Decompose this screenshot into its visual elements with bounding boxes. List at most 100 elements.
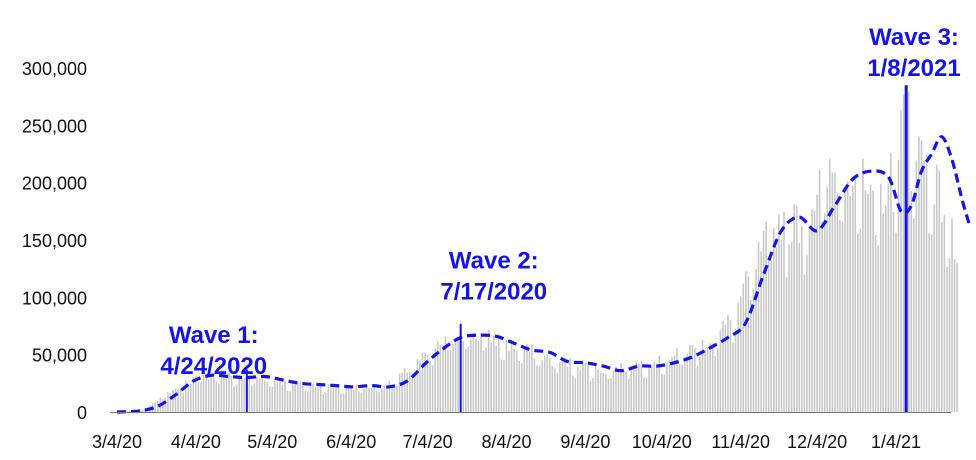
daily-bar: [930, 234, 933, 412]
daily-bar: [620, 362, 622, 412]
daily-bar: [750, 299, 752, 412]
daily-bar: [691, 344, 694, 412]
daily-bar: [526, 344, 528, 412]
daily-bar: [732, 342, 734, 412]
daily-bar: [599, 372, 602, 412]
daily-bar: [482, 350, 485, 412]
daily-bar: [307, 391, 309, 412]
daily-bar: [174, 388, 177, 412]
daily-bar: [177, 388, 179, 412]
daily-bar: [218, 383, 220, 412]
daily-bar: [951, 218, 953, 412]
daily-bar: [941, 222, 943, 412]
daily-bar: [444, 336, 447, 412]
daily-bar: [694, 347, 696, 412]
daily-bar: [197, 382, 200, 412]
daily-bar: [617, 371, 620, 412]
daily-bar: [902, 94, 905, 412]
daily-bar: [554, 368, 556, 412]
daily-bar: [831, 172, 834, 412]
y-tick-label: 0: [77, 403, 87, 423]
daily-bar: [689, 345, 691, 412]
daily-bar: [195, 375, 197, 412]
daily-bar: [419, 360, 421, 412]
daily-bar: [182, 392, 184, 412]
daily-bar: [806, 255, 808, 412]
daily-bar: [938, 170, 941, 412]
daily-bar: [340, 393, 342, 412]
moving-average-path: [116, 135, 972, 414]
daily-bar: [913, 218, 915, 412]
daily-bar: [801, 225, 803, 412]
daily-bar: [490, 342, 493, 412]
daily-bar: [841, 221, 844, 412]
daily-bar: [184, 380, 187, 412]
daily-bar: [615, 366, 617, 412]
daily-bar: [862, 158, 864, 412]
daily-bar: [322, 394, 324, 412]
daily-bar: [179, 389, 182, 412]
y-tick-label: 150,000: [22, 231, 87, 251]
daily-bar: [352, 389, 355, 412]
daily-bar: [885, 205, 887, 412]
daily-bar: [398, 373, 401, 412]
wave-label-date: 7/17/2020: [440, 279, 547, 306]
daily-bar: [813, 210, 816, 412]
daily-bar: [918, 136, 920, 412]
daily-bar: [793, 204, 795, 412]
daily-bar: [263, 380, 266, 412]
daily-bar: [935, 164, 938, 412]
wave-label-1: Wave 1: 4/24/2020: [160, 322, 267, 380]
daily-bar: [943, 215, 946, 412]
daily-bar: [714, 356, 717, 412]
daily-bar: [190, 383, 192, 412]
daily-bar: [408, 371, 411, 412]
daily-bar: [775, 247, 778, 412]
daily-bar: [920, 140, 923, 412]
x-tick-label: 12/4/20: [787, 432, 847, 452]
wave-label-2: Wave 2: 7/17/2020: [440, 248, 547, 306]
daily-bar: [370, 388, 373, 412]
y-tick-label: 300,000: [22, 59, 87, 79]
daily-bar: [541, 360, 543, 412]
daily-bar: [192, 377, 195, 412]
daily-bar: [668, 359, 671, 412]
daily-bar: [666, 362, 668, 412]
daily-bar: [874, 235, 877, 412]
daily-bar: [363, 388, 365, 412]
daily-bar: [622, 370, 625, 412]
daily-bar: [643, 377, 645, 412]
daily-bar: [337, 386, 340, 412]
daily-bar: [640, 360, 643, 412]
daily-bar: [513, 348, 515, 412]
daily-bar: [510, 339, 513, 412]
x-tick-label: 11/4/20: [711, 432, 770, 452]
daily-bar: [655, 367, 658, 412]
daily-bar: [887, 183, 890, 412]
daily-bar: [424, 352, 426, 412]
daily-bar: [683, 356, 686, 412]
daily-bar: [172, 389, 174, 412]
daily-bar: [431, 365, 434, 412]
daily-bar: [429, 361, 431, 412]
daily-bar: [500, 358, 503, 412]
daily-bar: [235, 384, 238, 412]
daily-bar: [587, 365, 589, 412]
daily-bar: [737, 302, 739, 412]
daily-bar: [276, 382, 279, 412]
daily-bar: [823, 213, 826, 412]
daily-bar: [284, 380, 286, 412]
daily-bar: [808, 228, 811, 412]
daily-bar: [818, 169, 821, 412]
daily-bar: [543, 355, 546, 412]
daily-bar: [223, 372, 225, 412]
daily-bar: [605, 374, 607, 412]
daily-bar: [882, 213, 885, 412]
daily-bar: [686, 353, 689, 412]
daily-bar: [281, 384, 284, 412]
daily-bar: [434, 347, 437, 412]
daily-bar: [528, 351, 531, 412]
daily-bar: [128, 410, 131, 412]
x-tick-label: 6/4/20: [326, 432, 376, 452]
daily-bar: [388, 380, 391, 412]
